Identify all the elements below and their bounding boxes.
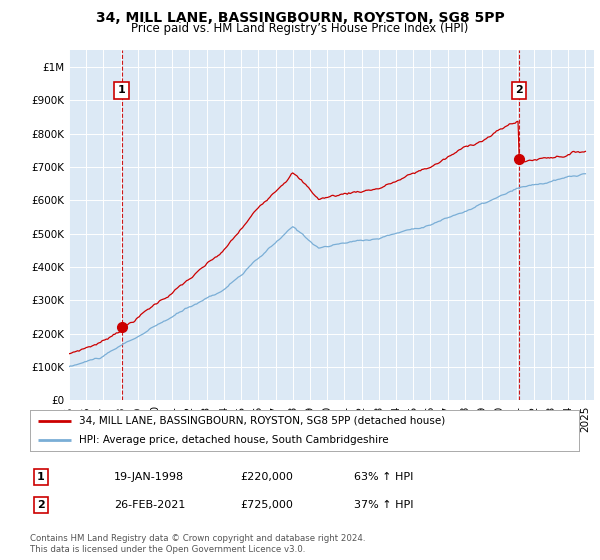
Text: £220,000: £220,000: [240, 472, 293, 482]
Text: HPI: Average price, detached house, South Cambridgeshire: HPI: Average price, detached house, Sout…: [79, 435, 389, 445]
Text: 34, MILL LANE, BASSINGBOURN, ROYSTON, SG8 5PP: 34, MILL LANE, BASSINGBOURN, ROYSTON, SG…: [95, 11, 505, 25]
Text: 1: 1: [118, 85, 125, 95]
Text: 63% ↑ HPI: 63% ↑ HPI: [354, 472, 413, 482]
Text: 1: 1: [37, 472, 44, 482]
Text: 2: 2: [37, 500, 44, 510]
Text: 26-FEB-2021: 26-FEB-2021: [114, 500, 185, 510]
Text: Price paid vs. HM Land Registry’s House Price Index (HPI): Price paid vs. HM Land Registry’s House …: [131, 22, 469, 35]
Text: 37% ↑ HPI: 37% ↑ HPI: [354, 500, 413, 510]
Text: 34, MILL LANE, BASSINGBOURN, ROYSTON, SG8 5PP (detached house): 34, MILL LANE, BASSINGBOURN, ROYSTON, SG…: [79, 416, 446, 426]
Text: Contains HM Land Registry data © Crown copyright and database right 2024.
This d: Contains HM Land Registry data © Crown c…: [30, 534, 365, 554]
Text: £725,000: £725,000: [240, 500, 293, 510]
Text: 19-JAN-1998: 19-JAN-1998: [114, 472, 184, 482]
Text: 2: 2: [515, 85, 523, 95]
